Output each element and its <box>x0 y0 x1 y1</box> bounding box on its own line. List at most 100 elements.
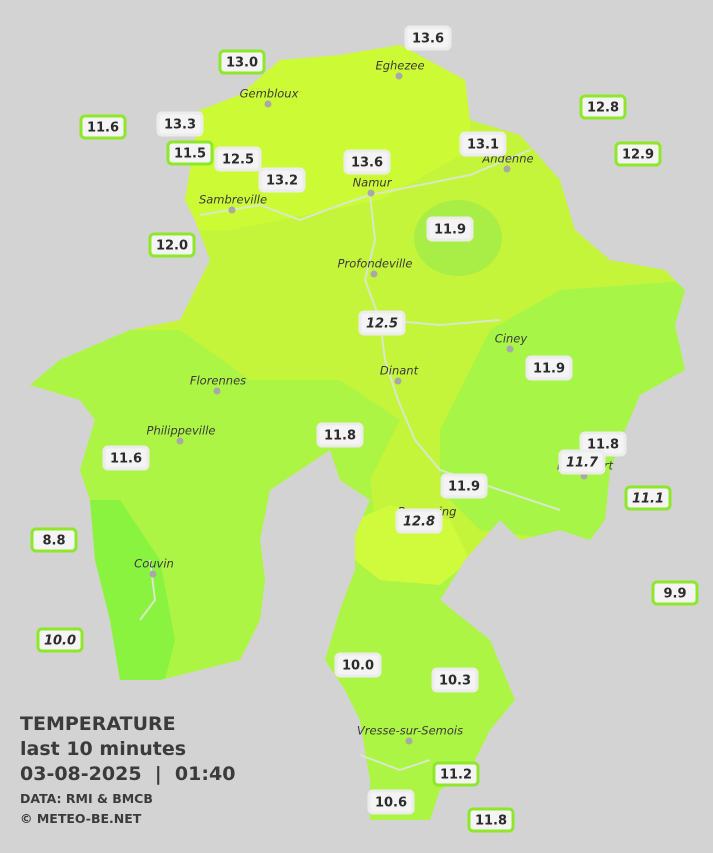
river-semois <box>359 754 431 772</box>
station-box <box>316 422 364 448</box>
station-box <box>558 449 606 475</box>
station-temp: 8.8 <box>42 534 65 549</box>
station-temp: 11.5 <box>174 147 206 162</box>
station: 13.6 <box>343 149 391 175</box>
station: 10.6 <box>367 789 415 815</box>
station-box <box>102 445 150 471</box>
station-box <box>30 527 78 553</box>
stations: 13.6 13.0 12.8 11.6 13.3 13.1 11.5 12.5 13.6 12.9… <box>30 25 699 833</box>
station: 11.2 <box>432 761 480 787</box>
station-box <box>432 761 480 787</box>
legend-title: TEMPERATURE <box>20 713 176 735</box>
town-label: Florennes <box>190 374 246 388</box>
town-label: Vresse-sur-Semois <box>357 724 463 738</box>
station-box <box>579 94 627 120</box>
station-box <box>358 310 406 336</box>
legend-source: DATA: RMI & BMCB <box>20 791 153 806</box>
station-box <box>258 167 306 193</box>
station-temp: 11.8 <box>324 429 356 444</box>
station-box <box>426 216 474 242</box>
town-dot <box>228 206 236 214</box>
station: 11.7 <box>558 449 606 475</box>
station: 11.6 <box>102 445 150 471</box>
legend-period: last 10 minutes <box>20 738 186 760</box>
station-temp: 11.1 <box>632 492 664 507</box>
station: 10.0 <box>36 627 84 653</box>
town-dot <box>370 270 378 278</box>
station-temp: 12.5 <box>222 153 254 168</box>
station-temp: 10.0 <box>44 634 76 649</box>
station: 11.9 <box>426 216 474 242</box>
station: 13.6 <box>404 25 452 51</box>
station: 12.5 <box>358 310 406 336</box>
station-box <box>148 232 196 258</box>
station-box <box>525 355 573 381</box>
town-dot <box>503 165 511 173</box>
station-temp: 11.8 <box>475 814 507 829</box>
station: 13.3 <box>156 111 204 137</box>
town-dot <box>176 437 184 445</box>
station-temp: 10.3 <box>439 674 471 689</box>
station-box <box>334 652 382 678</box>
station-temp: 13.1 <box>467 138 499 153</box>
town-label: Eghezee <box>375 59 424 73</box>
town-label: Philippeville <box>147 424 216 438</box>
town-dot <box>405 737 413 745</box>
station: 12.8 <box>395 508 443 534</box>
station: 11.6 <box>79 114 127 140</box>
station: 9.9 <box>651 580 699 606</box>
station-temp: 11.9 <box>448 480 480 495</box>
town-label: Ciney <box>495 332 528 346</box>
station-box <box>404 25 452 51</box>
station-temp: 11.9 <box>533 362 565 377</box>
station-box <box>651 580 699 606</box>
station-temp: 10.0 <box>342 659 374 674</box>
town-label: Couvin <box>134 557 174 571</box>
station-temp: 9.9 <box>663 587 686 602</box>
station: 8.8 <box>30 527 78 553</box>
station-temp: 11.8 <box>587 438 619 453</box>
station-box <box>459 131 507 157</box>
legend-copyright: © METEO-BE.NET <box>20 811 142 826</box>
station-temp: 12.8 <box>587 101 619 116</box>
station-temp: 13.2 <box>266 174 298 189</box>
town-dot <box>394 377 402 385</box>
station-box <box>395 508 443 534</box>
station: 12.5 <box>214 146 262 172</box>
station-box <box>166 140 214 166</box>
station-temp: 12.9 <box>622 148 654 163</box>
station-temp: 12.0 <box>156 239 188 254</box>
station-box <box>367 789 415 815</box>
station-box <box>624 485 672 511</box>
town-label: Gembloux <box>240 87 299 101</box>
station-temp: 11.6 <box>110 452 142 467</box>
station-temp: 11.7 <box>566 456 599 471</box>
station-box <box>218 49 266 75</box>
town-dot <box>395 72 403 80</box>
station: 11.5 <box>166 140 214 166</box>
station: 13.0 <box>218 49 266 75</box>
station-box <box>79 114 127 140</box>
legend: TEMPERATURE last 10 minutes 03-08-2025 |… <box>20 713 235 826</box>
station-box <box>467 807 515 833</box>
station: 11.1 <box>624 485 672 511</box>
town-label: Namur <box>353 176 393 190</box>
station-box <box>440 473 488 499</box>
station-box <box>214 146 262 172</box>
station-temp: 13.0 <box>226 56 258 71</box>
station: 10.3 <box>431 667 479 693</box>
station-temp: 10.6 <box>375 796 407 811</box>
legend-datetime: 03-08-2025 | 01:40 <box>20 763 235 785</box>
station-temp: 12.5 <box>366 317 398 332</box>
town-dot <box>264 100 272 108</box>
station-temp: 13.3 <box>164 118 196 133</box>
station: 12.8 <box>579 94 627 120</box>
station: 11.8 <box>467 807 515 833</box>
station-box <box>36 627 84 653</box>
town-label: Dinant <box>380 364 419 378</box>
station-box <box>156 111 204 137</box>
towns: EghezeeGemblouxAndenneNamurSambrevillePr… <box>134 59 614 745</box>
station-temp: 13.6 <box>351 156 383 171</box>
